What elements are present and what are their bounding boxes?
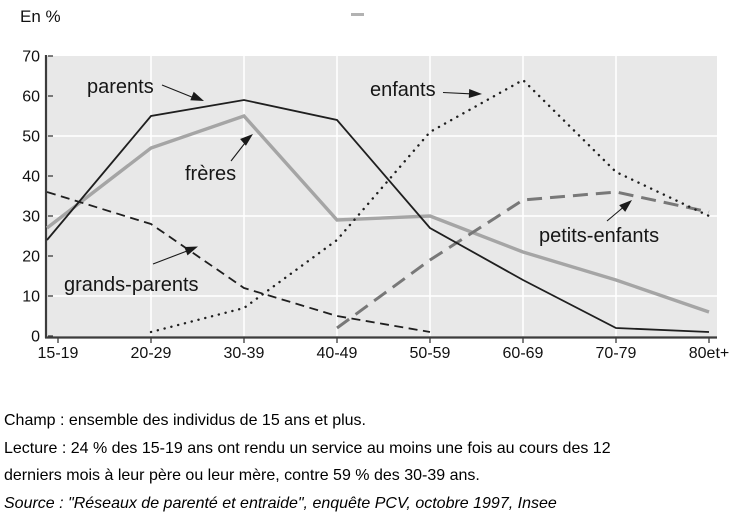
y-tick-label: 10	[22, 289, 40, 306]
annotation-arrow-line	[442, 91, 471, 95]
annotation-arrowhead-icon	[240, 134, 253, 146]
series-line-freres	[45, 114, 710, 314]
chart-layers: 0 10 20 30 40 50 60 70 15-19 20-29 30-39 40-49 50-59…	[22, 49, 729, 363]
x-tick-label: 40-49	[317, 345, 358, 362]
footnote-lecture-line1: Lecture : 24 % des 15-19 ans ont rendu u…	[4, 439, 611, 457]
footnotes: Champ : ensemble des individus de 15 ans…	[4, 407, 748, 516]
y-tick-label: 40	[22, 169, 40, 186]
y-axis-unit-label: En %	[20, 7, 61, 26]
series-label-petits-enfants: petits-enfants	[539, 225, 659, 247]
y-tick-label: 50	[22, 129, 40, 146]
x-tick-label: 15-19	[38, 345, 79, 362]
annotation-grands-parents: grands-parents	[64, 246, 199, 296]
y-tick-label: 0	[31, 329, 40, 346]
line-chart: 0 10 20 30 40 50 60 70 15-19 20-29 30-39 40-49 50-59…	[20, 7, 729, 363]
annotation-petits-enfants: petits-enfants	[539, 200, 659, 247]
annotation-parents: parents	[87, 76, 204, 101]
annotation-arrowhead-icon	[190, 91, 204, 101]
footnote-source: Source : "Réseaux de parenté et entraide…	[4, 494, 557, 512]
y-tick-label: 70	[22, 49, 40, 66]
plot-area	[47, 56, 717, 337]
top-dash-artifact	[351, 13, 364, 16]
series-label-parents: parents	[87, 76, 154, 98]
x-tick-label: 20-29	[131, 345, 172, 362]
series-label-grands-parents: grands-parents	[64, 274, 199, 296]
series-line-petits-enfants	[336, 190, 710, 330]
x-tick-label: 30-39	[224, 345, 265, 362]
series-label-freres: frères	[185, 163, 236, 185]
footnote-champ: Champ : ensemble des individus de 15 ans…	[4, 412, 366, 429]
y-tick-label: 20	[22, 249, 40, 266]
annotation-arrowhead-icon	[468, 89, 482, 98]
x-tick-label: 80et+	[689, 345, 729, 362]
annotation-arrow-line	[606, 207, 624, 222]
y-tick-label: 60	[22, 89, 40, 106]
annotation-freres: frères	[185, 134, 253, 185]
x-tick-label: 50-59	[410, 345, 451, 362]
annotation-enfants: enfants	[370, 79, 482, 101]
series-line-parents	[46, 99, 710, 333]
annotation-arrowhead-icon	[619, 200, 632, 212]
series-label-enfants: enfants	[370, 79, 436, 101]
y-tick-label: 30	[22, 209, 40, 226]
x-tick-label: 60-69	[503, 345, 544, 362]
series-line-grands-parents	[46, 191, 431, 333]
annotation-arrow-line	[152, 250, 188, 265]
annotation-arrow-line	[161, 84, 194, 99]
footnote-lecture-line2: derniers mois à leur père ou leur mère, …	[4, 467, 480, 484]
x-tick-label: 70-79	[596, 345, 637, 362]
annotation-arrowhead-icon	[184, 246, 198, 256]
annotation-arrow-line	[230, 142, 246, 162]
